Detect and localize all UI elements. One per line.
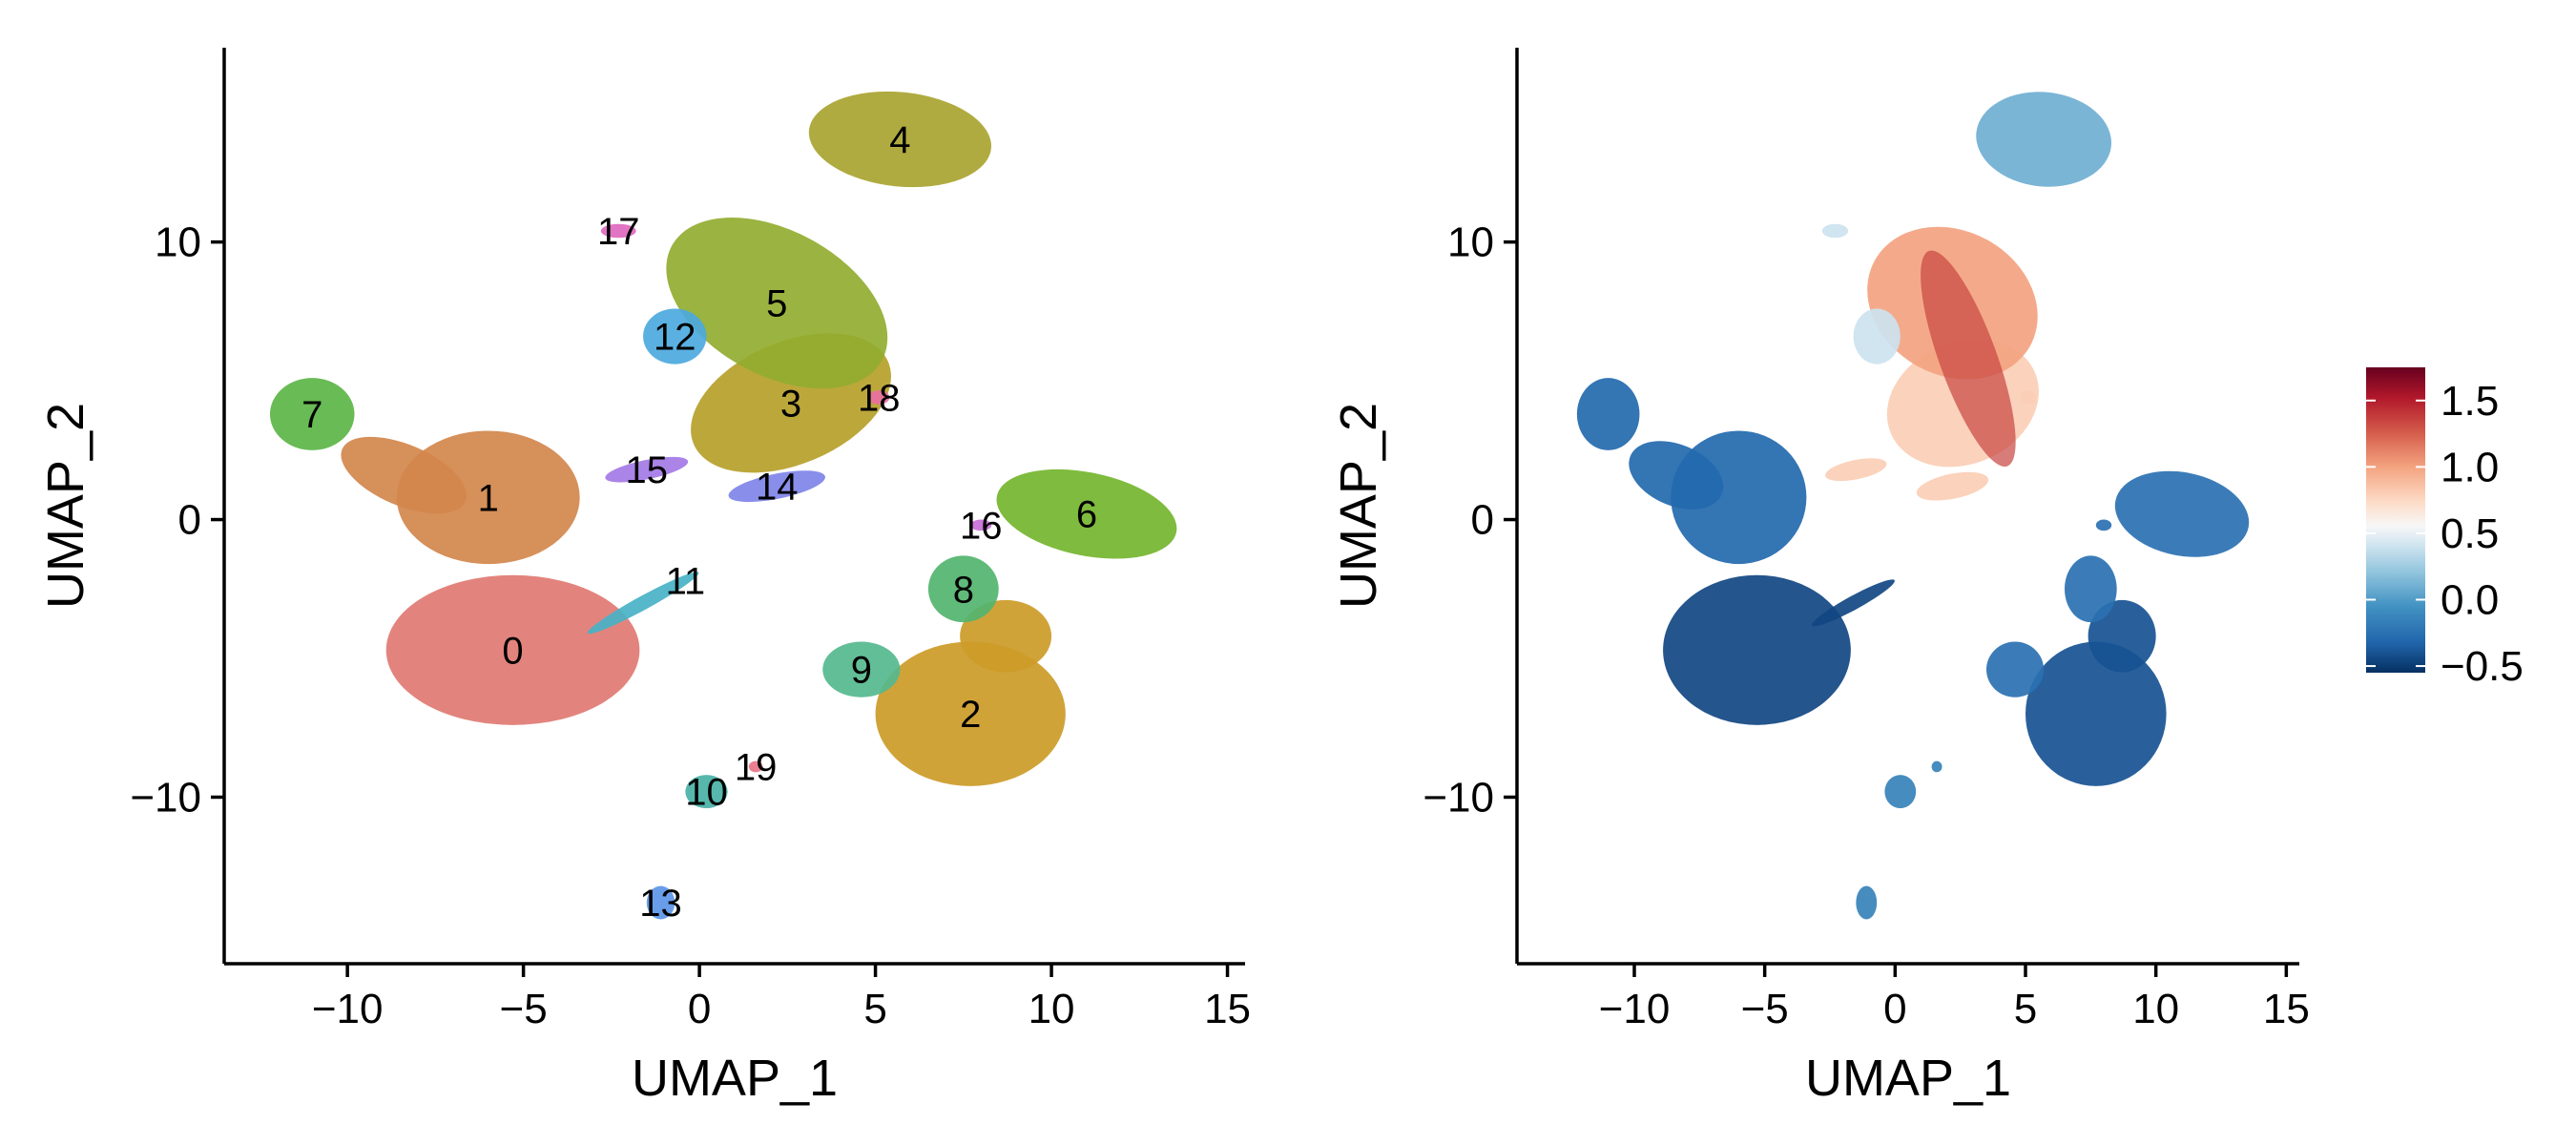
expression-points bbox=[1629, 441, 1724, 510]
cluster-label-10: 10 bbox=[685, 772, 728, 814]
cluster-11-points bbox=[587, 572, 699, 635]
colorbar-tick-label: 1.5 bbox=[2441, 378, 2499, 425]
cluster-0-points bbox=[385, 574, 640, 725]
cluster-label-3: 3 bbox=[780, 383, 801, 425]
y-tick-label: 0 bbox=[1471, 497, 1494, 544]
cluster-9-points bbox=[822, 641, 901, 697]
cluster-13-points bbox=[646, 885, 675, 920]
cluster-17-points bbox=[600, 223, 636, 239]
cluster-label-1: 1 bbox=[478, 477, 499, 519]
cluster-1-points bbox=[341, 436, 467, 514]
colorbar-tick-label: 0.0 bbox=[2441, 576, 2499, 623]
expression-points bbox=[2114, 470, 2250, 557]
colorbar-tick-label: −0.5 bbox=[2441, 643, 2524, 690]
cluster-4-points bbox=[808, 91, 991, 188]
colorbar: 1.5 1.0 0.5 0.0 −0.5 bbox=[2366, 367, 2524, 690]
x-tick-label: 5 bbox=[2014, 986, 2037, 1032]
cluster-label-0: 0 bbox=[502, 630, 523, 672]
y-tick-label: 10 bbox=[1447, 219, 1494, 266]
expression-umap-panel: −10 −5 0 5 10 15 −10 0 10 UMAP_1 UMAP_2 bbox=[1330, 48, 2310, 1107]
expression-points bbox=[1812, 579, 1895, 627]
x-tick-label: 0 bbox=[1883, 986, 1906, 1032]
cluster-18-points bbox=[868, 390, 890, 405]
x-tick-label: −10 bbox=[1599, 986, 1671, 1032]
expression-points bbox=[1576, 378, 1640, 450]
cluster-label-9: 9 bbox=[851, 650, 872, 692]
expression-points bbox=[1856, 885, 1878, 920]
cluster-2-points bbox=[960, 599, 1052, 673]
cluster-label-16: 16 bbox=[960, 505, 1003, 547]
cluster-19-points bbox=[748, 760, 763, 773]
cluster-16-points bbox=[970, 519, 992, 531]
cluster-8-points bbox=[927, 555, 999, 623]
y-axis-title: UMAP_2 bbox=[1330, 403, 1387, 609]
cluster-15-points bbox=[605, 456, 689, 483]
x-tick-label: 5 bbox=[863, 986, 886, 1032]
y-tick-label: 10 bbox=[155, 219, 201, 266]
cluster-12-points bbox=[643, 308, 707, 364]
cluster-2-points bbox=[875, 641, 1066, 786]
expression-points bbox=[1986, 641, 2045, 697]
y-tick-label: −10 bbox=[130, 774, 201, 821]
expression-points bbox=[1884, 775, 1917, 809]
x-tick-label: 15 bbox=[2263, 986, 2310, 1032]
y-tick-label: −10 bbox=[1423, 774, 1494, 821]
y-tick-label: 0 bbox=[178, 497, 201, 544]
x-tick-label: 15 bbox=[1204, 986, 1251, 1032]
cluster-label-17: 17 bbox=[597, 211, 640, 253]
expression-points bbox=[1976, 92, 2112, 187]
expression-points bbox=[1825, 458, 1887, 482]
cluster-label-6: 6 bbox=[1076, 494, 1097, 536]
cluster-label-13: 13 bbox=[639, 883, 682, 925]
cluster-label-11: 11 bbox=[666, 561, 706, 603]
expression-points bbox=[2020, 390, 2036, 405]
cluster-label-15: 15 bbox=[626, 449, 669, 491]
x-axis-title: UMAP_1 bbox=[1805, 1050, 2011, 1107]
expression-points bbox=[1921, 250, 2016, 468]
expression-points bbox=[2065, 555, 2117, 623]
expression-points bbox=[2025, 641, 2167, 786]
x-axis-title: UMAP_1 bbox=[632, 1050, 838, 1107]
expression-points bbox=[1931, 760, 1942, 773]
x-tick-label: 10 bbox=[1028, 986, 1075, 1032]
cluster-6-points bbox=[996, 468, 1177, 559]
expression-points bbox=[1853, 308, 1901, 364]
x-tick-label: −5 bbox=[1741, 986, 1789, 1032]
y-axis-title: UMAP_2 bbox=[37, 403, 94, 609]
expression-points bbox=[2095, 519, 2112, 531]
x-tick-label: 10 bbox=[2132, 986, 2179, 1032]
cluster-label-19: 19 bbox=[735, 746, 778, 788]
expression-points bbox=[1821, 223, 1849, 239]
expression-points bbox=[2088, 599, 2156, 673]
cluster-5-points bbox=[666, 218, 888, 389]
cluster-label-2: 2 bbox=[960, 694, 981, 736]
colorbar-tick-label: 1.0 bbox=[2441, 444, 2499, 490]
x-tick-label: 0 bbox=[688, 986, 711, 1032]
colorbar-tick-label: 0.5 bbox=[2441, 510, 2499, 557]
expression-points bbox=[1663, 574, 1851, 725]
cluster-label-14: 14 bbox=[756, 467, 799, 509]
cluster-14-points bbox=[728, 470, 825, 503]
cluster-label-4: 4 bbox=[889, 119, 910, 161]
cluster-10-points bbox=[685, 775, 728, 809]
x-tick-label: −10 bbox=[312, 986, 384, 1032]
cluster-label-8: 8 bbox=[953, 569, 974, 611]
cluster-label-5: 5 bbox=[766, 283, 787, 325]
cluster-label-18: 18 bbox=[858, 378, 901, 420]
x-tick-label: −5 bbox=[500, 986, 548, 1032]
expression-points bbox=[1916, 471, 1989, 501]
cluster-label-7: 7 bbox=[301, 394, 322, 436]
cluster-7-points bbox=[269, 378, 355, 450]
colorbar-gradient bbox=[2366, 367, 2425, 673]
cluster-label-12: 12 bbox=[654, 317, 696, 359]
